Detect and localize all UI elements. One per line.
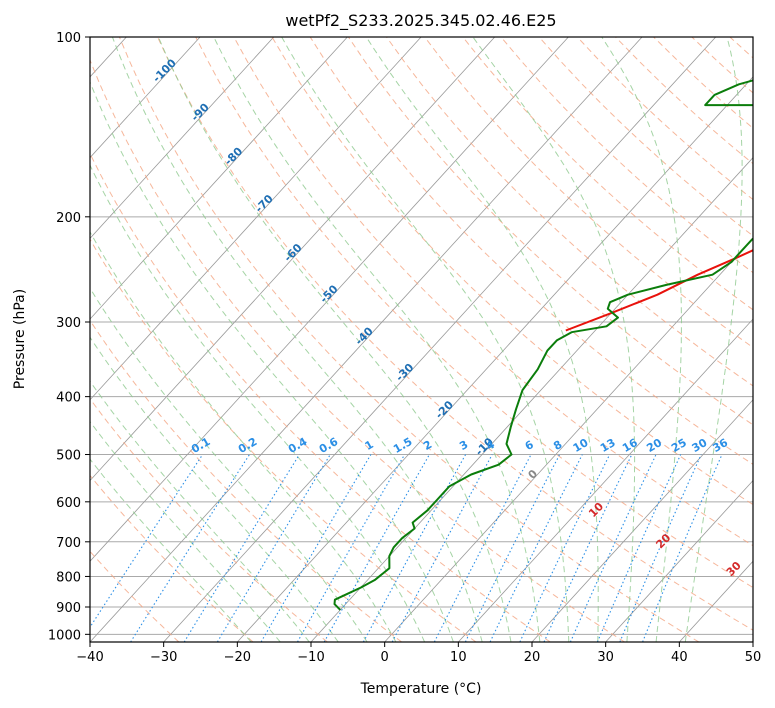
y-tick-label: 400 <box>56 391 81 406</box>
moist-adiabat-line <box>111 37 483 642</box>
moist-adiabat-line <box>365 37 599 642</box>
dry-adiabat-line <box>271 37 753 506</box>
dry-adiabat-line <box>233 37 753 547</box>
isotherm-line <box>90 37 643 642</box>
dry-adiabat-line <box>90 152 551 642</box>
mixing-ratio-line <box>362 454 467 642</box>
isotherm-line <box>605 479 753 642</box>
isotherm-line <box>237 76 753 642</box>
dry-adiabat-line <box>462 37 753 311</box>
mixing-ratio-line <box>297 454 406 642</box>
moist-adiabat-line <box>90 80 454 642</box>
moist-adiabat-lines <box>90 37 743 642</box>
mixing-ratio-line <box>323 454 430 642</box>
dewpoint-profile <box>333 79 753 611</box>
x-tick-label: 10 <box>450 650 467 665</box>
x-tick-label: 40 <box>671 650 688 665</box>
x-tick-label: 0 <box>381 650 389 665</box>
isotherm-line <box>90 37 496 482</box>
isobar-lines <box>90 37 753 635</box>
y-tick-label: 1000 <box>48 628 81 643</box>
x-tick-label: −20 <box>224 650 251 665</box>
mixing-ratio-line <box>569 454 657 642</box>
dry-adiabat-line <box>90 550 180 642</box>
x-tick-label: 50 <box>745 650 762 665</box>
x-axis-label: Temperature (°C) <box>360 681 482 697</box>
x-tick-label: 20 <box>524 650 541 665</box>
x-axis-ticks: −40 −30 −20 −10 0 10 20 30 40 50 <box>76 642 761 665</box>
temperature-profile <box>565 249 753 332</box>
dry-adiabat-line <box>90 397 328 642</box>
sounding-profiles <box>333 79 753 611</box>
mixing-ratio-lines <box>90 454 723 642</box>
mixing-ratio-line <box>619 454 702 642</box>
moist-adiabat-line <box>90 380 310 642</box>
moist-adiabat-line <box>281 37 570 642</box>
isotherm-line <box>310 157 753 642</box>
dry-adiabat-line <box>195 37 753 589</box>
plot-frame <box>89 36 754 643</box>
isotherm-line <box>531 399 753 642</box>
moist-adiabat-line <box>90 458 252 642</box>
y-tick-label: 600 <box>56 496 81 511</box>
mixing-ratio-line <box>543 454 633 642</box>
y-axis-label: Pressure (hPa) <box>12 289 28 389</box>
moist-adiabat-line <box>90 336 339 642</box>
moist-adiabat-line <box>157 37 512 642</box>
chart-title: wetPf2_S233.2025.345.02.46.E25 <box>285 11 556 31</box>
x-tick-label: 30 <box>597 650 614 665</box>
isotherm-line <box>90 37 569 562</box>
mixing-ratio-line <box>391 454 493 642</box>
isotherm-line <box>90 37 275 239</box>
x-tick-label: −40 <box>76 650 103 665</box>
y-tick-label: 700 <box>56 536 81 551</box>
mixing-ratio-line <box>642 454 723 642</box>
mixing-ratio-line <box>519 454 611 642</box>
y-tick-label: 500 <box>56 449 81 464</box>
x-tick-label: −30 <box>150 650 177 665</box>
y-tick-label: 100 <box>56 31 81 46</box>
dry-adiabat-line <box>90 474 254 642</box>
dry-adiabat-line <box>90 58 625 642</box>
plot-area: -100-90-80-70-60-50-40-30-20-10 0.1 0.2 0.… <box>90 37 753 642</box>
mixing-ratio-line <box>260 454 372 642</box>
moist-adiabat-line <box>90 164 426 642</box>
y-tick-label: 300 <box>56 316 81 331</box>
y-tick-label: 900 <box>56 601 81 616</box>
isotherm-line <box>90 37 201 159</box>
moist-adiabat-line <box>601 37 683 642</box>
dry-adiabat-lines <box>90 37 753 642</box>
isotherm-line <box>90 37 348 320</box>
moist-adiabat-line <box>684 37 743 642</box>
dry-adiabat-line <box>90 238 477 642</box>
isotherm-line <box>458 318 753 642</box>
mixing-ratio-line <box>596 454 682 642</box>
moist-adiabat-line <box>90 230 397 642</box>
moist-adiabat-line <box>213 37 541 642</box>
isotherm-line <box>384 237 753 642</box>
y-tick-label: 200 <box>56 211 81 226</box>
dry-adiabat-line <box>118 37 700 642</box>
dry-adiabat-line <box>157 37 753 631</box>
mixing-ratio-line <box>216 454 331 642</box>
isotherm-line <box>90 37 422 401</box>
y-axis-ticks: 100 200 300 400 500 600 700 800 900 1000 <box>48 31 90 643</box>
moist-adiabat-line <box>90 420 281 642</box>
mixing-ratio-line <box>90 454 204 629</box>
y-tick-label: 800 <box>56 570 81 585</box>
moist-adiabat-line <box>472 37 636 642</box>
x-tick-label: −10 <box>297 650 324 665</box>
